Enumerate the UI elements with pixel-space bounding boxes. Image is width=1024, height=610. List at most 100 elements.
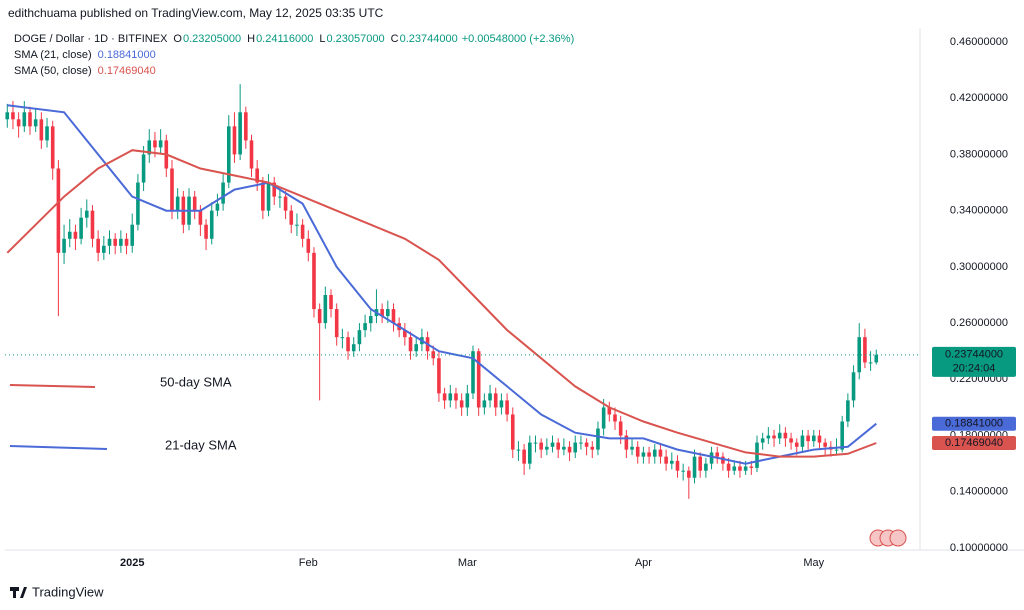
- candle-body: [28, 112, 32, 127]
- readout-value: 0.24116000: [256, 33, 313, 45]
- candle-body: [863, 337, 867, 363]
- last-price-label: 0.23744000: [945, 349, 1003, 361]
- overlay: SMA (21, close) 0.18841000 SMA (50, close)…: [5, 49, 1016, 452]
- candle-body: [351, 344, 356, 352]
- candle-body: [329, 295, 333, 310]
- candle-body: [618, 421, 623, 436]
- indicator-name: SMA (50, close): [14, 65, 92, 77]
- y-tick-label: 0.10000000: [950, 542, 1008, 554]
- indicator-name: SMA (21, close): [14, 49, 92, 61]
- indicator-legend: SMA (21, close) 0.18841000: [14, 49, 156, 61]
- sma-price-box: [932, 436, 1016, 451]
- indicator-legend: SMA (50, close) 0.17469040: [14, 65, 156, 77]
- candle-body: [488, 393, 492, 401]
- x-tick-label: 2025: [120, 557, 144, 569]
- candle-body: [357, 330, 362, 345]
- candle-body: [22, 112, 27, 127]
- tv-logo: TradingView: [10, 584, 104, 599]
- candle-body: [550, 442, 555, 447]
- candle-body: [760, 438, 765, 443]
- candle-body: [522, 449, 526, 464]
- candle-body: [624, 435, 629, 450]
- candle-body: [749, 466, 754, 468]
- candle-body: [408, 337, 413, 352]
- y-tick-label: 0.42000000: [950, 92, 1008, 104]
- candle-body: [476, 351, 481, 408]
- candle-body: [698, 456, 702, 471]
- candle-body: [811, 435, 816, 442]
- candle-body: [403, 330, 407, 338]
- icon: [889, 529, 907, 547]
- candle-body: [215, 203, 220, 211]
- candle-body: [56, 168, 61, 253]
- candle-body: [846, 400, 850, 422]
- plot: [5, 84, 879, 499]
- candle-body: [130, 224, 135, 246]
- candle-body: [806, 435, 810, 442]
- candle-body: [556, 442, 561, 450]
- y-tick-label: 0.46000000: [950, 36, 1008, 48]
- candle-body: [601, 407, 606, 429]
- candle-body: [124, 238, 129, 246]
- candle-body: [539, 442, 543, 450]
- candle-body: [652, 449, 657, 457]
- annotation-line: [9, 445, 108, 450]
- sma-price-label: 0.18841000: [945, 418, 1003, 430]
- x-tick-label: May: [803, 557, 824, 569]
- candle-body: [454, 393, 458, 401]
- candle-body: [119, 238, 123, 246]
- candle-body: [306, 238, 311, 253]
- candle-body: [386, 309, 390, 317]
- candle-body: [84, 210, 89, 218]
- readout-label: O: [173, 33, 182, 45]
- candle-body: [505, 400, 509, 415]
- candle-body: [96, 238, 100, 253]
- candle-body: [681, 470, 685, 472]
- candle-body: [823, 442, 827, 447]
- candle-body: [528, 442, 532, 464]
- readout-value: 0.23205000: [183, 33, 241, 45]
- brand: TradingView: [32, 584, 104, 599]
- candle-body: [170, 168, 174, 211]
- icons: [869, 529, 907, 547]
- candle-body: [363, 323, 367, 331]
- candle-body: [777, 432, 782, 439]
- symbol: DOGE / Dollar · 1D · BITFINEX: [14, 33, 168, 45]
- sma-price-label: 0.17469040: [945, 437, 1003, 449]
- candle-body: [226, 126, 231, 183]
- candle-body: [368, 316, 373, 324]
- logo-icon: [10, 587, 27, 598]
- candle-body: [192, 196, 197, 211]
- y-tick-label: 0.38000000: [950, 148, 1008, 160]
- candle-body: [5, 112, 10, 120]
- candle-body: [448, 393, 453, 401]
- candle-body: [465, 393, 470, 408]
- candle-body: [868, 362, 873, 364]
- candle-body: [283, 196, 288, 211]
- candle-body: [482, 400, 487, 408]
- candle-body: [851, 372, 856, 401]
- candle-body: [664, 456, 668, 464]
- candle-body: [62, 238, 66, 253]
- candle-body: [596, 428, 600, 450]
- readout-label: C: [391, 33, 399, 45]
- candle-body: [244, 112, 248, 141]
- candle-body: [289, 210, 294, 225]
- sma-line: [6, 149, 877, 458]
- candle-body: [840, 421, 844, 450]
- indicator-value: 0.17469040: [98, 65, 156, 77]
- candle-body: [794, 442, 799, 447]
- candle-body: [204, 224, 208, 239]
- candle-body: [471, 351, 475, 394]
- candle-body: [346, 337, 350, 352]
- x-tick-label: Apr: [635, 557, 652, 569]
- candle-body: [783, 432, 788, 439]
- candle-body: [266, 182, 271, 211]
- candle-body: [380, 309, 384, 317]
- candle-body: [800, 435, 805, 447]
- candle-body: [857, 337, 862, 373]
- candle-body: [107, 238, 112, 246]
- candle-body: [334, 309, 339, 338]
- candle-body: [738, 466, 742, 471]
